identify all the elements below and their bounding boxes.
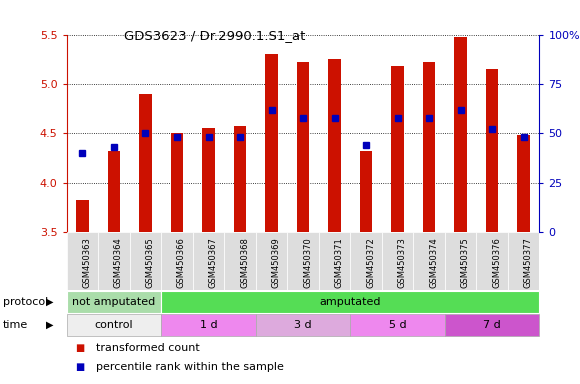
Bar <box>67 232 98 290</box>
Text: GSM450364: GSM450364 <box>114 237 123 288</box>
Bar <box>161 232 193 290</box>
Text: GSM450371: GSM450371 <box>335 237 343 288</box>
Bar <box>67 291 161 313</box>
Bar <box>130 232 161 290</box>
Bar <box>350 314 445 336</box>
Bar <box>297 62 309 232</box>
Bar <box>392 66 404 232</box>
Bar <box>454 36 467 232</box>
Text: GSM450372: GSM450372 <box>366 237 375 288</box>
Text: GSM450369: GSM450369 <box>271 237 281 288</box>
Bar <box>265 55 278 232</box>
Text: GSM450375: GSM450375 <box>461 237 470 288</box>
Text: GSM450366: GSM450366 <box>177 237 186 288</box>
Text: GSM450365: GSM450365 <box>146 237 154 288</box>
Text: GSM450370: GSM450370 <box>303 237 312 288</box>
Text: 7 d: 7 d <box>483 320 501 330</box>
Bar <box>486 69 498 232</box>
Text: GDS3623 / Dr.2990.1.S1_at: GDS3623 / Dr.2990.1.S1_at <box>124 29 305 42</box>
Text: ■: ■ <box>75 343 85 353</box>
Bar <box>445 314 539 336</box>
Bar <box>423 62 436 232</box>
Text: amputated: amputated <box>320 297 381 307</box>
Bar <box>234 126 246 232</box>
Text: time: time <box>3 320 28 330</box>
Bar <box>256 314 350 336</box>
Text: GSM450373: GSM450373 <box>398 237 407 288</box>
Text: GSM450363: GSM450363 <box>82 237 92 288</box>
Text: ■: ■ <box>75 362 85 372</box>
Bar <box>76 200 89 232</box>
Bar <box>382 232 414 290</box>
Bar <box>445 232 476 290</box>
Bar <box>414 232 445 290</box>
Text: ▶: ▶ <box>46 297 54 307</box>
Text: GSM450368: GSM450368 <box>240 237 249 288</box>
Text: percentile rank within the sample: percentile rank within the sample <box>96 362 284 372</box>
Bar <box>256 232 287 290</box>
Text: GSM450377: GSM450377 <box>524 237 532 288</box>
Bar <box>350 232 382 290</box>
Text: GSM450376: GSM450376 <box>492 237 501 288</box>
Bar <box>287 232 319 290</box>
Bar <box>224 232 256 290</box>
Bar <box>193 232 224 290</box>
Bar <box>328 59 341 232</box>
Bar <box>67 314 161 336</box>
Bar <box>360 151 372 232</box>
Text: 5 d: 5 d <box>389 320 407 330</box>
Bar <box>171 134 183 232</box>
Text: 3 d: 3 d <box>294 320 312 330</box>
Text: 1 d: 1 d <box>200 320 218 330</box>
Text: control: control <box>95 320 133 330</box>
Text: transformed count: transformed count <box>96 343 200 353</box>
Bar <box>476 232 508 290</box>
Bar <box>319 232 350 290</box>
Bar <box>98 232 130 290</box>
Bar <box>202 129 215 232</box>
Bar <box>139 94 152 232</box>
Text: ▶: ▶ <box>46 320 54 330</box>
Bar <box>508 232 539 290</box>
Bar <box>161 314 256 336</box>
Text: not amputated: not amputated <box>72 297 155 307</box>
Bar <box>161 291 539 313</box>
Bar <box>108 151 120 232</box>
Text: GSM450367: GSM450367 <box>209 237 218 288</box>
Text: GSM450374: GSM450374 <box>429 237 438 288</box>
Bar <box>517 136 530 232</box>
Text: protocol: protocol <box>3 297 48 307</box>
